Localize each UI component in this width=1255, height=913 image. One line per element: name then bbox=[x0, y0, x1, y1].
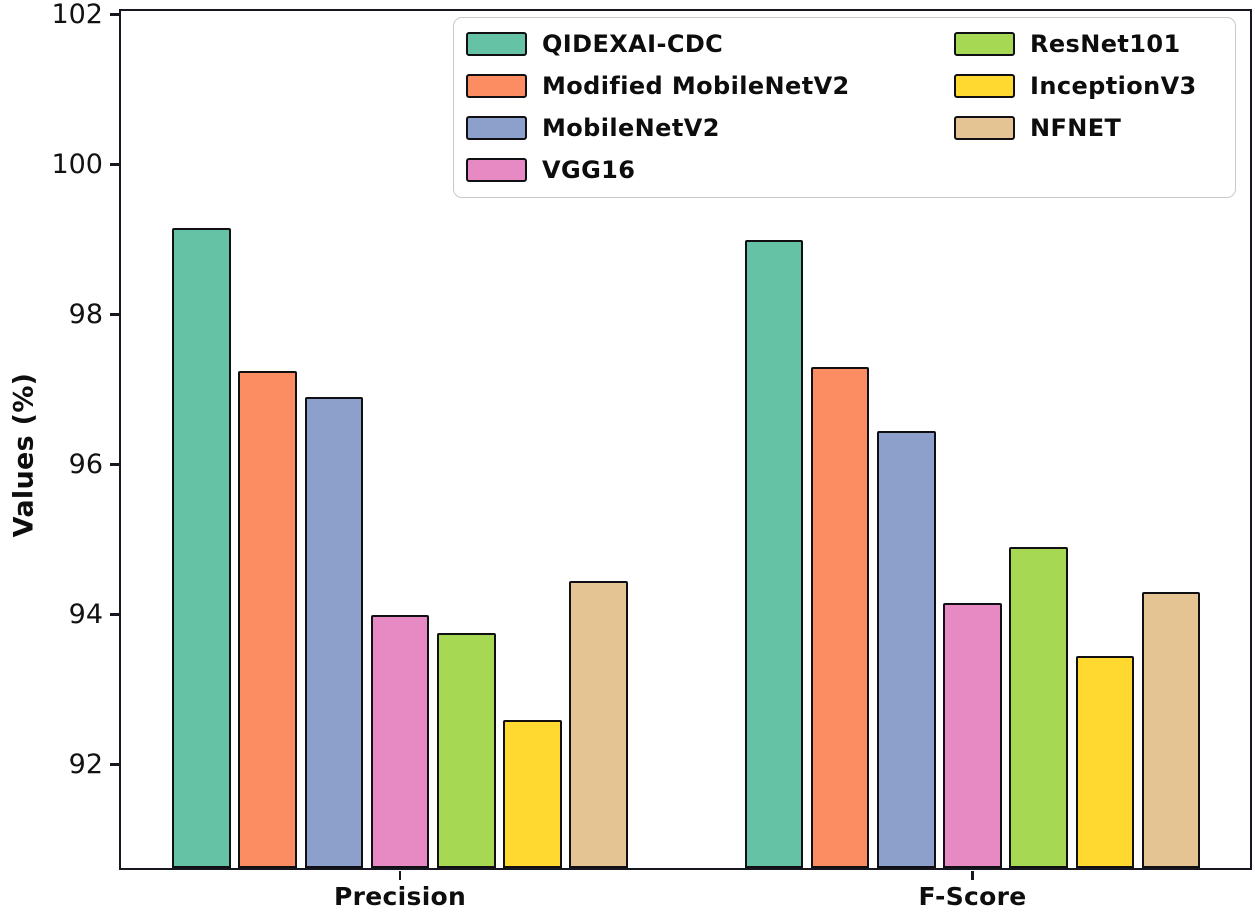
y-tick-mark bbox=[109, 313, 119, 316]
legend-swatch-nfnet bbox=[954, 116, 1015, 140]
y-tick-mark bbox=[109, 13, 119, 16]
bar-resnet101-f-score bbox=[1009, 547, 1068, 868]
legend-item: NFNET bbox=[954, 114, 1197, 142]
legend-item: InceptionV3 bbox=[954, 72, 1197, 100]
x-tick-mark bbox=[398, 871, 402, 880]
y-tick-label: 92 bbox=[68, 748, 103, 780]
y-tick-mark bbox=[109, 463, 119, 466]
bar-nfnet-precision bbox=[569, 580, 628, 868]
y-tick-label: 100 bbox=[51, 148, 103, 180]
y-tick-mark bbox=[109, 613, 119, 616]
x-tick-label: Precision bbox=[334, 882, 467, 911]
legend-label: QIDEXAI-CDC bbox=[542, 30, 724, 58]
bar-modified-mobilenetv2-precision bbox=[238, 370, 297, 868]
bar-resnet101-precision bbox=[437, 633, 496, 868]
bar-inceptionv3-f-score bbox=[1075, 655, 1135, 868]
y-tick-mark bbox=[109, 763, 119, 766]
legend-label: MobileNetV2 bbox=[542, 114, 720, 142]
y-tick-label: 96 bbox=[68, 448, 103, 480]
legend-swatch-inceptionv3 bbox=[954, 74, 1015, 98]
x-tick-label: F-Score bbox=[918, 882, 1027, 911]
y-tick-mark bbox=[109, 163, 119, 166]
legend-swatch-qidexai-cdc bbox=[466, 32, 527, 56]
y-tick-label: 98 bbox=[68, 298, 103, 330]
y-tick-label: 102 bbox=[51, 0, 103, 30]
legend-label: ResNet101 bbox=[1030, 30, 1181, 58]
legend-swatch-mobilenetv2 bbox=[466, 116, 527, 140]
x-tick-mark bbox=[971, 871, 974, 880]
legend-swatch-resnet101 bbox=[954, 32, 1015, 56]
bar-qidexai-cdc-precision bbox=[172, 228, 231, 868]
bar-mobilenetv2-f-score bbox=[877, 430, 936, 868]
bar-mobilenetv2-precision bbox=[304, 397, 364, 868]
y-tick-label: 94 bbox=[68, 598, 103, 630]
legend-swatch-modified-mobilenetv2 bbox=[466, 74, 527, 98]
legend: QIDEXAI-CDC Modified MobileNetV2 MobileNet… bbox=[453, 17, 1236, 198]
legend-item: ResNet101 bbox=[954, 30, 1197, 58]
legend-item: MobileNetV2 bbox=[466, 114, 850, 142]
legend-label: NFNET bbox=[1030, 114, 1122, 142]
bar-vgg16-precision bbox=[370, 614, 430, 868]
legend-swatch-vgg16 bbox=[466, 158, 527, 182]
bar-vgg16-f-score bbox=[943, 603, 1002, 868]
bar-inceptionv3-precision bbox=[503, 719, 562, 868]
legend-item: Modified MobileNetV2 bbox=[466, 72, 850, 100]
legend-item: QIDEXAI-CDC bbox=[466, 30, 850, 58]
legend-column: QIDEXAI-CDC Modified MobileNetV2 MobileNet… bbox=[466, 30, 850, 184]
legend-label: VGG16 bbox=[542, 156, 636, 184]
legend-item: VGG16 bbox=[466, 156, 850, 184]
bar-qidexai-cdc-f-score bbox=[744, 239, 804, 868]
legend-column: ResNet101 InceptionV3 NFNET bbox=[954, 30, 1197, 142]
legend-label: Modified MobileNetV2 bbox=[542, 72, 850, 100]
bar-modified-mobilenetv2-f-score bbox=[810, 367, 870, 868]
bar-nfnet-f-score bbox=[1141, 592, 1201, 868]
legend-label: InceptionV3 bbox=[1030, 72, 1197, 100]
